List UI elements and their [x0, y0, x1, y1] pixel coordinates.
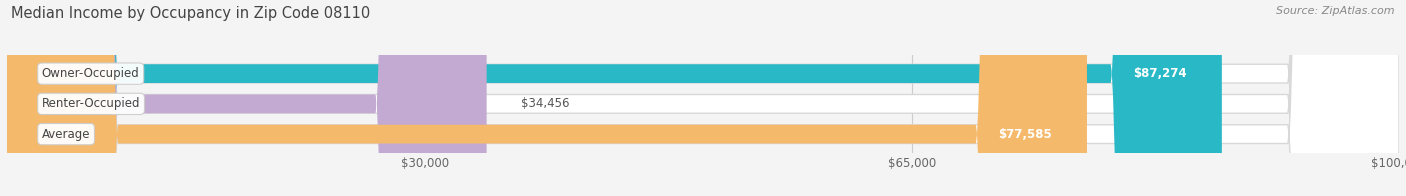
Text: Median Income by Occupancy in Zip Code 08110: Median Income by Occupancy in Zip Code 0… [11, 6, 371, 21]
Text: $34,456: $34,456 [522, 97, 569, 110]
FancyBboxPatch shape [7, 0, 1222, 196]
Text: $87,274: $87,274 [1133, 67, 1187, 80]
Text: Renter-Occupied: Renter-Occupied [42, 97, 141, 110]
FancyBboxPatch shape [7, 0, 1399, 196]
Text: Source: ZipAtlas.com: Source: ZipAtlas.com [1277, 6, 1395, 16]
Text: Owner-Occupied: Owner-Occupied [42, 67, 139, 80]
Text: Average: Average [42, 128, 90, 141]
FancyBboxPatch shape [7, 0, 1399, 196]
Text: $77,585: $77,585 [998, 128, 1052, 141]
FancyBboxPatch shape [7, 0, 1399, 196]
FancyBboxPatch shape [7, 0, 486, 196]
FancyBboxPatch shape [7, 0, 1087, 196]
